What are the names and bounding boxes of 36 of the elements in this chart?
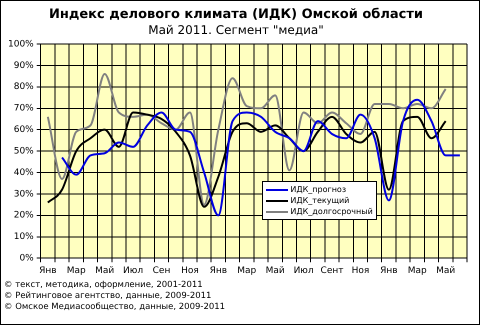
x-tick-label: Май [436, 266, 456, 276]
x-tick-label: Сен [152, 266, 170, 276]
x-tick-label: Мар [408, 266, 428, 276]
x-tick-label: Ноя [181, 266, 199, 276]
y-tick-label: 30% [14, 189, 34, 200]
text: © текст, методика, оформление, 2001-2011 [4, 280, 204, 291]
line-series [61, 98, 461, 216]
line-series [46, 72, 447, 206]
text: © Рейтинговое агентство, данные, 2009-2011 [4, 291, 212, 302]
x-tick-label: Янв [39, 266, 57, 276]
y-tick-label: 50% [14, 146, 34, 156]
x-tick-label: Янв [210, 266, 228, 276]
y-tick-label: 60% [14, 125, 34, 136]
legend-label: ИДК_текущий [290, 196, 350, 206]
y-tick-label: 40% [14, 168, 34, 178]
x-tick-label: Июл [123, 266, 144, 276]
y-tick-label: 70% [14, 104, 34, 114]
y-tick-label: 90% [14, 60, 34, 71]
chart-subtitle: Май 2011. Сегмент "медиа" [148, 22, 324, 37]
x-tick-label: Янв [380, 266, 398, 276]
y-tick-label: 0% [19, 254, 34, 264]
y-tick-label: 100% [8, 39, 34, 50]
y-tick-label: 20% [14, 210, 34, 221]
x-tick-label: Сент [320, 266, 344, 276]
x-tick-label: Ноя [352, 266, 370, 276]
x-tick-label: Май [95, 266, 114, 276]
x-tick-label: Мар [66, 266, 86, 276]
x-tick-label: Мар [237, 266, 257, 276]
y-tick-label: 80% [14, 82, 34, 92]
legend-label: ИДК_долгосрочный [290, 207, 373, 216]
y-tick-label: 10% [14, 232, 34, 242]
x-tick-label: Май [266, 266, 285, 276]
chart-title: Индекс делового климата (ИДК) Омской области [48, 7, 424, 22]
text: © Омское Медиасообщество, данные, 2009-2011 [4, 302, 226, 313]
x-tick-label: Июл [294, 266, 314, 276]
legend-label: ИДК_прогноз [290, 185, 346, 194]
